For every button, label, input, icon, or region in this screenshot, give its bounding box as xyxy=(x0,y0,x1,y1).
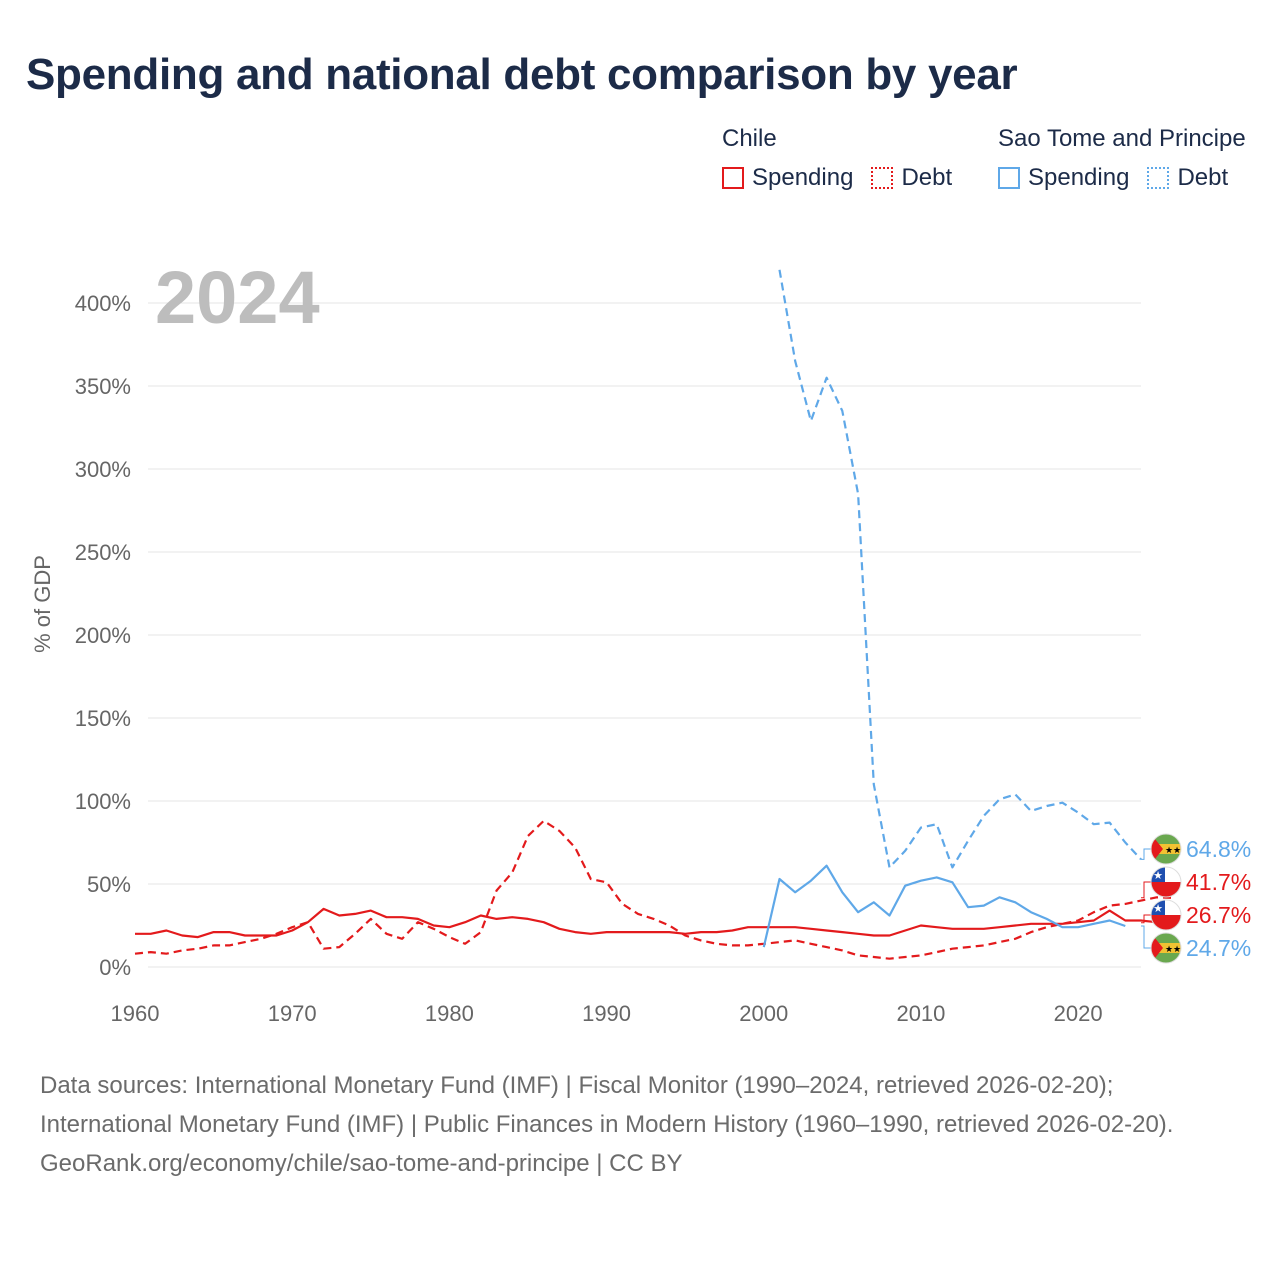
y-tick-label: 100% xyxy=(75,789,131,814)
legend-group-title: Chile xyxy=(722,125,777,152)
end-label-connector xyxy=(1141,925,1151,949)
legend-item-stp-spending[interactable]: Spending xyxy=(998,164,1129,192)
end-value-label: 41.7% xyxy=(1186,869,1251,895)
data-sources: Data sources: International Monetary Fun… xyxy=(40,1072,1174,1138)
legend-group-chile: Chile Spending Debt xyxy=(722,122,970,192)
y-tick-label: 300% xyxy=(75,457,131,482)
chile-flag-icon: ★ xyxy=(1150,899,1182,931)
x-tick-label: 2000 xyxy=(739,1001,788,1026)
svg-text:★: ★ xyxy=(1153,903,1163,915)
legend-item-label: Debt xyxy=(1177,164,1229,191)
chart-title: Spending and national debt comparison by… xyxy=(26,50,1018,99)
sao-tome-flag-icon: ★★ xyxy=(1150,932,1182,964)
dotted-line-swatch-icon xyxy=(1147,167,1170,189)
svg-text:★★: ★★ xyxy=(1165,944,1181,954)
y-tick-label: 0% xyxy=(99,955,131,980)
chile-flag-icon: ★ xyxy=(1150,866,1182,898)
svg-text:★★: ★★ xyxy=(1165,845,1181,855)
y-tick-label: 350% xyxy=(75,374,131,399)
y-tick-label: 150% xyxy=(75,706,131,731)
legend-item-label: Debt xyxy=(901,164,953,191)
series-line-chile-debt[interactable] xyxy=(134,819,1173,960)
series-line-sao-tome-and-principe-debt[interactable] xyxy=(778,269,1142,869)
solid-line-swatch-icon xyxy=(722,167,744,189)
legend-item-stp-debt[interactable]: Debt xyxy=(1147,164,1228,192)
y-tick-label: 200% xyxy=(75,623,131,648)
x-tick-label: 1960 xyxy=(111,1001,160,1026)
x-tick-label: 2010 xyxy=(896,1001,945,1026)
series-line-chile-spending[interactable] xyxy=(135,907,1173,939)
end-label-connector xyxy=(1141,914,1151,924)
attribution-link[interactable]: GeoRank.org/economy/chile/sao-tome-and-p… xyxy=(40,1150,683,1177)
y-axis-label: % of GDP xyxy=(30,555,55,653)
end-value-label: 24.7% xyxy=(1186,935,1251,961)
svg-text:★: ★ xyxy=(1153,870,1163,882)
footer: Data sources: International Monetary Fun… xyxy=(40,1066,1240,1183)
end-label-connector xyxy=(1141,881,1151,899)
legend-item-chile-spending[interactable]: Spending xyxy=(722,164,853,192)
x-tick-label: 2020 xyxy=(1054,1001,1103,1026)
x-tick-label: 1970 xyxy=(268,1001,317,1026)
year-watermark: 2024 xyxy=(155,256,320,339)
dotted-line-swatch-icon xyxy=(871,167,894,189)
legend-item-label: Spending xyxy=(752,164,854,191)
y-tick-label: 50% xyxy=(87,872,131,897)
y-tick-label: 400% xyxy=(75,291,131,316)
legend-group-sao-tome: Sao Tome and Principe Spending Debt xyxy=(998,122,1246,192)
legend-group-title: Sao Tome and Principe xyxy=(998,125,1246,152)
end-value-label: 26.7% xyxy=(1186,902,1251,928)
end-value-label: 64.8% xyxy=(1186,836,1251,862)
solid-line-swatch-icon xyxy=(998,167,1020,189)
x-tick-label: 1990 xyxy=(582,1001,631,1026)
line-chart: 2024 % of GDP 0% 50% 100% 150% 200% 250% 300% 3… xyxy=(30,256,1251,1026)
end-label-connector xyxy=(1141,848,1151,860)
series-line-sao-tome-and-principe-spending[interactable] xyxy=(762,864,1126,948)
legend-item-chile-debt[interactable]: Debt xyxy=(871,164,952,192)
legend-item-label: Spending xyxy=(1028,164,1130,191)
sao-tome-flag-icon: ★★ xyxy=(1150,833,1182,865)
x-tick-label: 1980 xyxy=(425,1001,474,1026)
y-tick-label: 250% xyxy=(75,540,131,565)
